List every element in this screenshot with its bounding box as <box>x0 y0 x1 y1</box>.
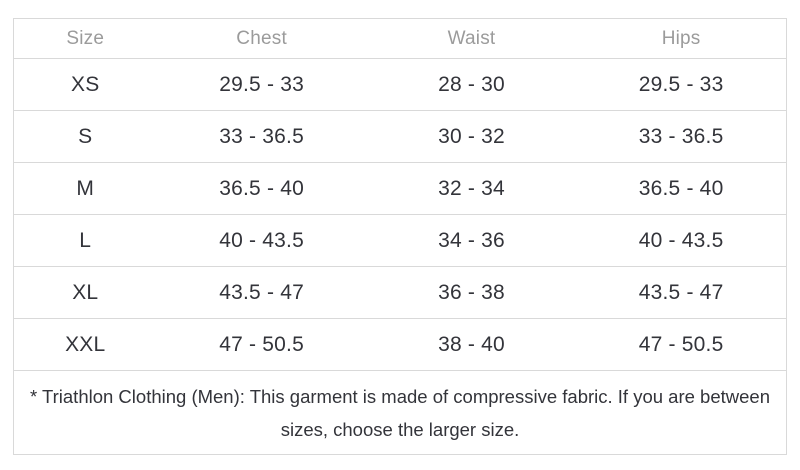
chest-value-cell: 33 - 36.5 <box>156 110 367 163</box>
size-label-cell: L <box>13 214 157 267</box>
hips-value-cell: 29.5 - 33 <box>576 58 787 111</box>
size-label-cell: XXL <box>13 318 157 371</box>
table-row-m: M 36.5 - 40 32 - 34 36.5 - 40 <box>13 162 787 215</box>
footnote-text: * Triathlon Clothing (Men): This garment… <box>13 370 787 455</box>
waist-value-cell: 32 - 34 <box>366 162 577 215</box>
table-row-s: S 33 - 36.5 30 - 32 33 - 36.5 <box>13 110 787 163</box>
chest-value-cell: 43.5 - 47 <box>156 266 367 319</box>
hips-value-cell: 33 - 36.5 <box>576 110 787 163</box>
table-row-l: L 40 - 43.5 34 - 36 40 - 43.5 <box>13 214 787 267</box>
chest-value-cell: 36.5 - 40 <box>156 162 367 215</box>
column-header-chest: Chest <box>156 18 367 59</box>
table-header-row: Size Chest Waist Hips <box>13 18 787 59</box>
waist-value-cell: 30 - 32 <box>366 110 577 163</box>
table-row-xs: XS 29.5 - 33 28 - 30 29.5 - 33 <box>13 58 787 111</box>
size-label-cell: XS <box>13 58 157 111</box>
column-header-size: Size <box>13 18 157 59</box>
waist-value-cell: 34 - 36 <box>366 214 577 267</box>
chest-value-cell: 40 - 43.5 <box>156 214 367 267</box>
column-header-hips: Hips <box>576 18 787 59</box>
size-label-cell: S <box>13 110 157 163</box>
table-footnote-row: * Triathlon Clothing (Men): This garment… <box>13 370 787 455</box>
chest-value-cell: 47 - 50.5 <box>156 318 367 371</box>
waist-value-cell: 38 - 40 <box>366 318 577 371</box>
waist-value-cell: 36 - 38 <box>366 266 577 319</box>
hips-value-cell: 47 - 50.5 <box>576 318 787 371</box>
hips-value-cell: 43.5 - 47 <box>576 266 787 319</box>
table-row-xl: XL 43.5 - 47 36 - 38 43.5 - 47 <box>13 266 787 319</box>
waist-value-cell: 28 - 30 <box>366 58 577 111</box>
size-label-cell: M <box>13 162 157 215</box>
column-header-waist: Waist <box>366 18 577 59</box>
chest-value-cell: 29.5 - 33 <box>156 58 367 111</box>
hips-value-cell: 36.5 - 40 <box>576 162 787 215</box>
hips-value-cell: 40 - 43.5 <box>576 214 787 267</box>
size-label-cell: XL <box>13 266 157 319</box>
size-chart-table: Size Chest Waist Hips XS 29.5 - 33 28 - … <box>13 18 787 455</box>
table-row-xxl: XXL 47 - 50.5 38 - 40 47 - 50.5 <box>13 318 787 371</box>
size-chart: Size Chest Waist Hips XS 29.5 - 33 28 - … <box>13 18 787 455</box>
